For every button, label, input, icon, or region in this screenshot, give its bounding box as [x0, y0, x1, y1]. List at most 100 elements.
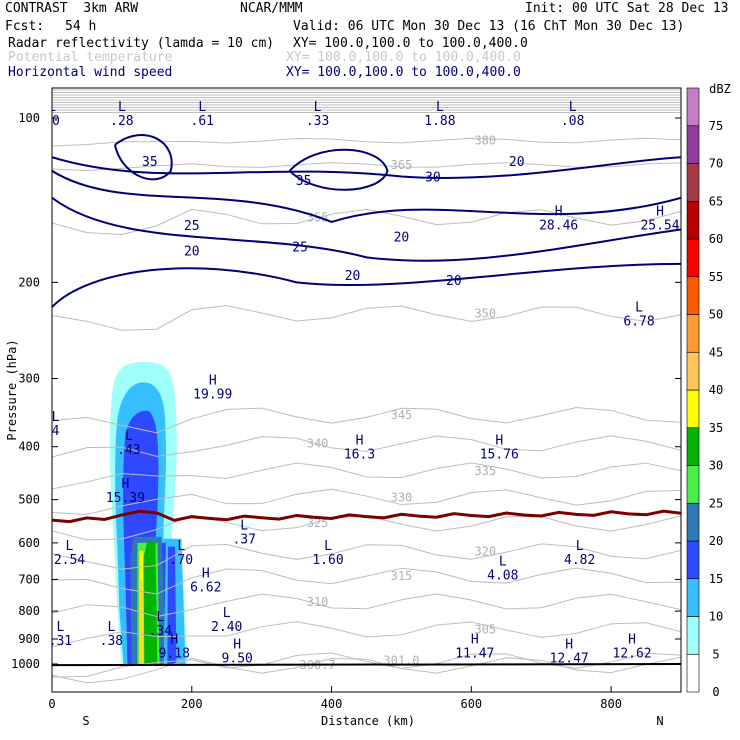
theta-contour-365 — [52, 162, 681, 172]
x-end-left-label: S — [82, 714, 89, 728]
plot-frame — [51, 87, 682, 693]
y-tick-label: 100 — [18, 111, 40, 125]
extrema-labels: L40L.28L.61L.33L1.88L.08H28.46H25.54L6.7… — [44, 100, 680, 667]
low-marker: L — [240, 519, 248, 534]
y-tick-label: 900 — [18, 632, 40, 646]
high-marker: H — [356, 434, 364, 449]
colorbar-swatch-35 — [686, 389, 700, 429]
extremum-value: 16.3 — [344, 448, 375, 463]
colorbar-swatch-5 — [686, 616, 700, 655]
extremum-value: .38 — [100, 634, 123, 649]
valid-time: Valid: 06 UTC Mon 30 Dec 13 (16 ChT Mon … — [293, 19, 685, 34]
x-axis-title: Distance (km) — [321, 714, 415, 728]
theta-contour-330 — [52, 488, 681, 515]
high-marker: H — [202, 566, 210, 581]
y-tick-label: 500 — [18, 493, 40, 507]
extremum-value: 9.18 — [159, 647, 190, 662]
colorbar-label-15: 15 — [709, 572, 723, 586]
extremum-value: 40 — [44, 114, 60, 129]
theta-label-305: 305 — [474, 623, 496, 637]
forecast-label: Fcst: — [5, 19, 45, 34]
x-tick-label: 600 — [460, 697, 482, 711]
theta-contour-301 — [52, 652, 681, 678]
forecast-hour: 54 h — [65, 19, 97, 34]
wind-label-30: 30 — [425, 171, 441, 186]
wind-label-20: 20 — [446, 274, 462, 289]
wind-contour — [113, 134, 173, 181]
extremum-value: 9.50 — [222, 652, 253, 667]
wind-contour — [52, 170, 681, 223]
theta-label-335: 335 — [474, 464, 496, 478]
theta-label-325: 325 — [307, 516, 329, 530]
wind-label-35: 35 — [296, 174, 312, 189]
reflectivity-band-30dbz — [143, 540, 158, 664]
extremum-value: 15.39 — [106, 491, 145, 506]
x-tick-label: 200 — [181, 697, 203, 711]
high-marker: H — [121, 477, 129, 492]
field-reflectivity-xy: XY= 100.0,100.0 to 100.0,400.0 — [293, 36, 528, 51]
theta-label-330: 330 — [391, 490, 413, 504]
extremum-value: 1.60 — [312, 553, 343, 568]
colorbar-swatch-0 — [686, 653, 700, 693]
extremum-value: 1.88 — [424, 114, 455, 129]
x-tick-label: 0 — [48, 697, 55, 711]
y-tick-label: 1000 — [11, 657, 40, 671]
extremum-value: 12.62 — [613, 647, 652, 662]
theta-label-310: 310 — [307, 595, 329, 609]
extremum-value: 4 — [52, 424, 60, 439]
low-marker: L — [223, 606, 231, 621]
y-tick-label: 300 — [18, 372, 40, 386]
theta-contour-345 — [52, 407, 681, 434]
wind-label-35: 35 — [142, 155, 158, 170]
wind-label-25: 25 — [292, 241, 308, 256]
y-tick-label: 200 — [18, 275, 40, 289]
theta-contours: 300.7 301.0305310315320325330335340345350… — [52, 89, 681, 684]
colorbar-label-50: 50 — [709, 308, 723, 322]
colorbar-label-25: 25 — [709, 496, 723, 510]
colorbar-swatch-10 — [686, 578, 700, 617]
extremum-value: 4.82 — [564, 553, 595, 568]
y-axis-title: Pressure (hPa) — [5, 339, 19, 440]
colorbar-unit: dBZ — [709, 82, 731, 96]
wind-contour — [52, 262, 681, 308]
theta-contour-335 — [52, 462, 681, 490]
wind-contours: 35 35 30 25 25 20 20 20 20 20 — [52, 134, 681, 308]
y-tick-label: 600 — [18, 536, 40, 550]
x-tick-label: 800 — [600, 697, 622, 711]
extremum-value: .08 — [561, 114, 584, 129]
low-marker: L — [436, 100, 444, 115]
extremum-value: .28 — [110, 114, 133, 129]
colorbar-label-55: 55 — [709, 270, 723, 284]
extremum-value: .70 — [170, 553, 193, 568]
theta-contour-355 — [52, 208, 681, 235]
extremum-value: .37 — [232, 533, 255, 548]
colorbar-swatch-45 — [686, 314, 700, 353]
extremum-value: .43 — [117, 443, 140, 458]
wind-contour — [288, 148, 389, 191]
extremum-value: .31 — [49, 634, 72, 649]
theta-label-345: 345 — [391, 408, 413, 422]
low-marker: L — [177, 539, 185, 554]
colorbar-label-60: 60 — [709, 232, 723, 246]
wind-label-20: 20 — [345, 269, 361, 284]
high-marker: H — [555, 204, 563, 219]
colorbar-label-10: 10 — [709, 610, 723, 624]
freezing-level-line — [52, 509, 681, 524]
low-marker: L — [48, 100, 56, 115]
ground-line — [52, 663, 681, 667]
x-end-right-label: N — [656, 714, 663, 728]
colorbar-swatch-65 — [686, 163, 700, 202]
colorbar-label-75: 75 — [709, 119, 723, 133]
extremum-value: .33 — [306, 114, 329, 129]
theta-contour-305 — [52, 621, 681, 648]
y-tick-label: 700 — [18, 572, 40, 586]
colorbar-swatch-75 — [686, 87, 700, 127]
low-marker: L — [118, 100, 126, 115]
theta-label-365: 365 — [391, 158, 413, 172]
extremum-value: .34 — [149, 624, 173, 639]
colorbar-label-30: 30 — [709, 459, 723, 473]
low-marker: L — [125, 429, 133, 444]
theta-contour-380 — [52, 137, 681, 147]
model-title: CONTRAST 3km ARW — [5, 1, 139, 16]
